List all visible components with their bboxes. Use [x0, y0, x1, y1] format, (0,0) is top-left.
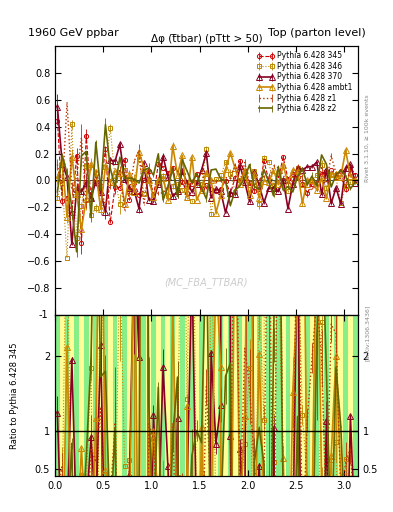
- Text: -1: -1: [39, 310, 48, 320]
- Bar: [127, 315, 132, 476]
- Bar: [137, 315, 141, 476]
- Text: Top (parton level): Top (parton level): [268, 28, 365, 38]
- Bar: [348, 315, 353, 476]
- Bar: [242, 315, 247, 476]
- Bar: [98, 315, 103, 476]
- Text: [arXiv:1306.3436]: [arXiv:1306.3436]: [365, 305, 370, 361]
- Legend: Pythia 6.428 345, Pythia 6.428 346, Pythia 6.428 370, Pythia 6.428 ambt1, Pythia: Pythia 6.428 345, Pythia 6.428 346, Pyth…: [255, 50, 354, 115]
- Bar: [338, 315, 343, 476]
- Bar: [310, 315, 314, 476]
- Bar: [89, 315, 94, 476]
- Bar: [213, 315, 219, 476]
- Bar: [185, 315, 189, 476]
- Bar: [271, 315, 276, 476]
- Text: 1960 GeV ppbar: 1960 GeV ppbar: [28, 28, 118, 38]
- Bar: [252, 315, 257, 476]
- Title: Δφ (t̅tbar) (pTtt > 50): Δφ (t̅tbar) (pTtt > 50): [151, 34, 262, 44]
- Bar: [300, 315, 305, 476]
- Bar: [60, 315, 64, 476]
- Bar: [233, 315, 237, 476]
- Bar: [281, 315, 286, 476]
- Bar: [79, 315, 84, 476]
- Bar: [329, 315, 334, 476]
- Bar: [108, 315, 113, 476]
- Text: Rivet 3.1.10, ≥ 100k events: Rivet 3.1.10, ≥ 100k events: [365, 94, 370, 182]
- Bar: [175, 315, 180, 476]
- Y-axis label: Ratio to Pythia 6.428 345: Ratio to Pythia 6.428 345: [10, 342, 19, 449]
- Bar: [194, 315, 199, 476]
- Bar: [262, 315, 266, 476]
- Bar: [204, 315, 209, 476]
- Bar: [165, 315, 170, 476]
- Text: (MC_FBA_TTBAR): (MC_FBA_TTBAR): [165, 277, 248, 288]
- Bar: [70, 315, 74, 476]
- Bar: [156, 315, 161, 476]
- Bar: [118, 315, 122, 476]
- Bar: [146, 315, 151, 476]
- Bar: [223, 315, 228, 476]
- Bar: [290, 315, 295, 476]
- Bar: [319, 315, 324, 476]
